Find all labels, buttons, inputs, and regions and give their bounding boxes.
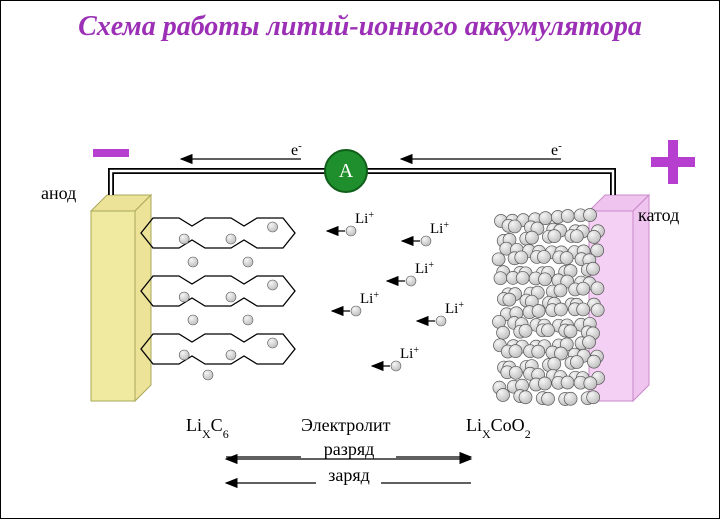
svg-text:разряд: разряд — [324, 439, 375, 459]
svg-text:Li+: Li+ — [430, 220, 449, 238]
svg-text:e-: e- — [291, 140, 302, 159]
anode-formula: LiXC6 — [186, 415, 229, 441]
cathode-formula: LiXCoO2 — [466, 415, 531, 441]
svg-text:Li+: Li+ — [360, 290, 379, 308]
diagram-svg: Ae-e-анод катод Li+ Li+ Li+ Li+ Li+ Li+ LiXC6 Эле… — [1, 1, 720, 520]
electrolyte-label: Электролит — [301, 415, 391, 435]
svg-text:заряд: заряд — [328, 465, 370, 485]
svg-text:Li+: Li+ — [415, 260, 434, 278]
svg-text:Li+: Li+ — [445, 300, 464, 318]
svg-text:Li+: Li+ — [400, 345, 419, 363]
diagram-page: Схема работы литий-ионного аккумулятора … — [0, 0, 720, 519]
svg-text:A: A — [339, 160, 354, 182]
svg-text:катод: катод — [638, 205, 679, 225]
svg-text:анод: анод — [41, 183, 76, 203]
svg-text:Li+: Li+ — [355, 210, 374, 228]
svg-text:e-: e- — [551, 140, 562, 159]
